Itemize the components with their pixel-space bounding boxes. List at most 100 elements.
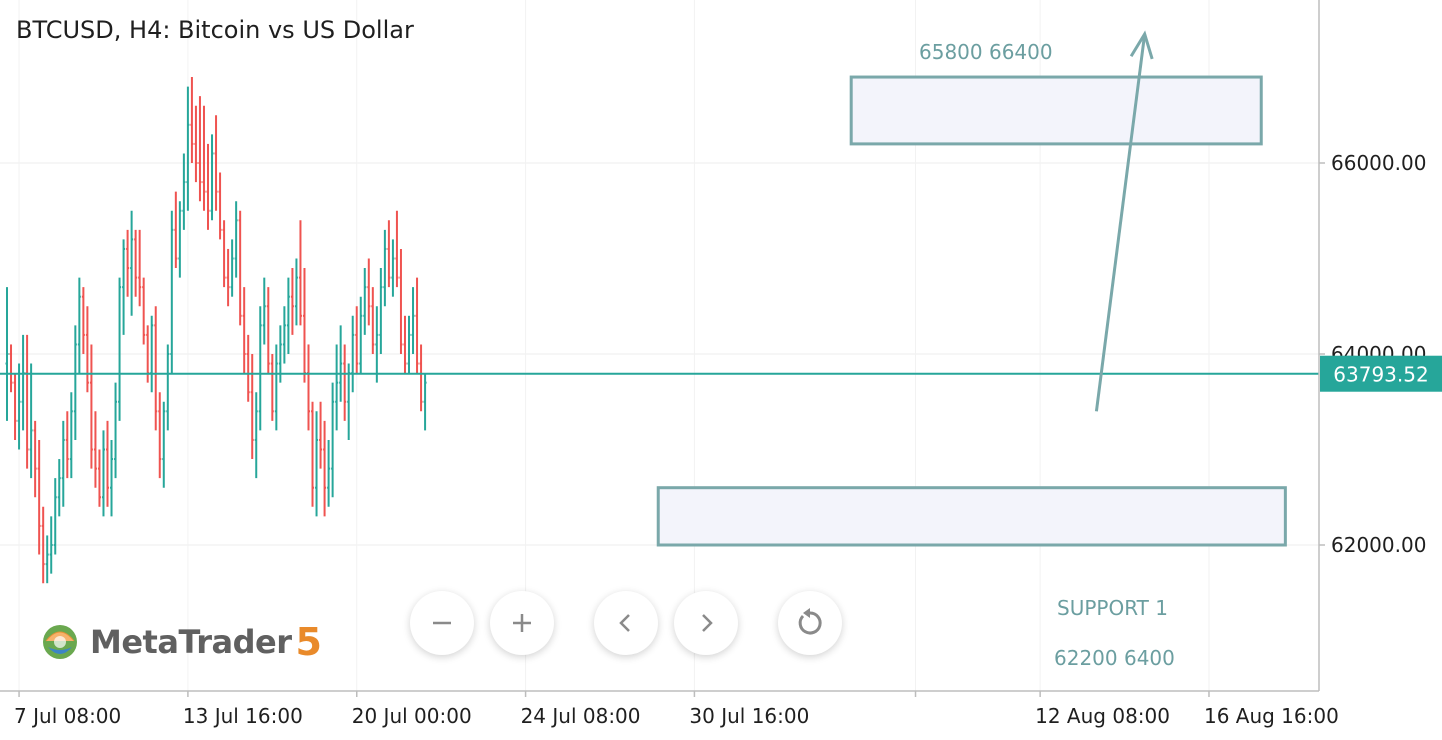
ohlc-bar bbox=[302, 268, 306, 383]
ohlc-bar bbox=[134, 229, 138, 297]
ohlc-bar bbox=[37, 439, 41, 555]
current-price-label: 63793.52 bbox=[1333, 363, 1428, 387]
ohlc-bar bbox=[234, 201, 238, 278]
ohlc-bar bbox=[65, 411, 69, 479]
ohlc-bar bbox=[298, 220, 302, 326]
reset-chart-button[interactable] bbox=[778, 591, 842, 655]
ohlc-bar bbox=[85, 306, 89, 393]
ohlc-bar bbox=[266, 287, 270, 374]
chart-title: BTCUSD, H4: Bitcoin vs US Dollar bbox=[16, 16, 414, 44]
ohlc-bar bbox=[230, 239, 234, 297]
ohlc-bar bbox=[343, 344, 347, 421]
ohlc-bar bbox=[25, 334, 29, 469]
logo-number: 5 bbox=[295, 620, 322, 664]
ohlc-bar bbox=[363, 268, 367, 335]
ohlc-bar bbox=[403, 315, 407, 374]
chevron-left-icon bbox=[619, 614, 630, 632]
y-tick-label: 62000.00 bbox=[1331, 533, 1426, 557]
reset-icon bbox=[798, 608, 822, 635]
ohlc-bar bbox=[226, 248, 230, 307]
ohlc-bar bbox=[142, 277, 146, 345]
ohlc-bar bbox=[61, 420, 65, 507]
ohlc-bar bbox=[339, 325, 343, 402]
ohlc-bar bbox=[379, 268, 383, 354]
ohlc-bar bbox=[407, 315, 411, 374]
ohlc-bar bbox=[186, 86, 190, 211]
ohlc-bar bbox=[174, 191, 178, 269]
ohlc-bar bbox=[198, 96, 202, 202]
ohlc-bar bbox=[367, 258, 371, 326]
ohlc-bar bbox=[359, 296, 363, 374]
ohlc-bar bbox=[411, 287, 415, 354]
ohlc-bar bbox=[57, 459, 61, 517]
x-tick-label: 13 Jul 16:00 bbox=[183, 704, 303, 728]
resistance-zone bbox=[849, 75, 1263, 146]
ohlc-bar bbox=[242, 287, 246, 374]
ohlc-bar bbox=[33, 420, 37, 498]
ohlc-bar bbox=[77, 277, 81, 374]
ohlc-bar bbox=[290, 268, 294, 335]
support-zone bbox=[656, 486, 1287, 547]
ohlc-bar bbox=[270, 354, 274, 421]
ohlc-bar bbox=[399, 248, 403, 354]
ohlc-bar bbox=[250, 354, 254, 460]
ohlc-bar bbox=[327, 439, 331, 507]
ohlc-bar bbox=[355, 306, 359, 374]
ohlc-bar bbox=[154, 306, 158, 431]
ohlc-bar bbox=[206, 143, 210, 230]
ohlc-bar bbox=[222, 220, 226, 288]
ohlc-bar bbox=[110, 439, 114, 517]
ohlc-bar bbox=[162, 401, 166, 488]
ohlc-bar bbox=[387, 220, 391, 288]
zoom-out-button[interactable] bbox=[410, 591, 474, 655]
x-tick-label: 30 Jul 16:00 bbox=[689, 704, 809, 728]
ohlc-bar bbox=[17, 363, 21, 450]
ohlc-bar bbox=[194, 105, 198, 183]
ohlc-bar bbox=[190, 77, 194, 163]
scroll-left-button[interactable] bbox=[594, 591, 658, 655]
ohlc-bar bbox=[286, 277, 290, 354]
ohlc-bar bbox=[214, 115, 218, 211]
ohlc-bar bbox=[335, 344, 339, 431]
scroll-right-button[interactable] bbox=[674, 591, 738, 655]
ohlc-bar bbox=[246, 334, 250, 402]
ohlc-bar bbox=[166, 344, 170, 431]
ohlc-bar bbox=[375, 306, 379, 383]
ohlc-bar bbox=[122, 239, 126, 335]
ohlc-bar bbox=[45, 535, 49, 584]
ohlc-bar bbox=[262, 277, 266, 345]
x-tick-label: 20 Jul 00:00 bbox=[352, 704, 472, 728]
zoom-in-button[interactable] bbox=[490, 591, 554, 655]
ohlc-bar bbox=[423, 373, 427, 431]
plus-icon bbox=[513, 614, 531, 632]
trend-arrow bbox=[1094, 33, 1147, 412]
ohlc-bar bbox=[311, 401, 315, 507]
metatrader-logo-icon bbox=[43, 625, 77, 659]
y-tick-label: 66000.00 bbox=[1331, 151, 1426, 175]
ohlc-bar bbox=[307, 344, 310, 431]
x-tick-label: 7 Jul 08:00 bbox=[14, 704, 121, 728]
ohlc-bar bbox=[13, 373, 17, 440]
ohlc-bar bbox=[5, 287, 9, 421]
support-annotation: SUPPORT 1 bbox=[1057, 596, 1168, 620]
ohlc-bar bbox=[9, 344, 13, 393]
ohlc-bar bbox=[315, 411, 319, 517]
ohlc-bar bbox=[41, 506, 45, 584]
ohlc-bar bbox=[254, 392, 258, 479]
ohlc-bar bbox=[294, 258, 298, 326]
ohlc-bar bbox=[130, 210, 134, 316]
metatrader-logo: MetaTrader 5 bbox=[38, 620, 322, 664]
ohlc-bar bbox=[258, 306, 262, 431]
ohlc-bar bbox=[218, 172, 222, 240]
x-tick-label: 12 Aug 08:00 bbox=[1035, 704, 1170, 728]
ohlc-bar bbox=[101, 430, 105, 517]
ohlc-bar bbox=[395, 210, 399, 288]
ohlc-bar bbox=[114, 382, 118, 479]
ohlc-bar bbox=[323, 420, 327, 517]
ohlc-bar bbox=[415, 277, 419, 374]
ohlc-bar bbox=[282, 306, 286, 364]
ohlc-bar bbox=[81, 287, 85, 354]
ohlc-bar bbox=[158, 392, 162, 479]
ohlc-bar bbox=[210, 134, 214, 221]
